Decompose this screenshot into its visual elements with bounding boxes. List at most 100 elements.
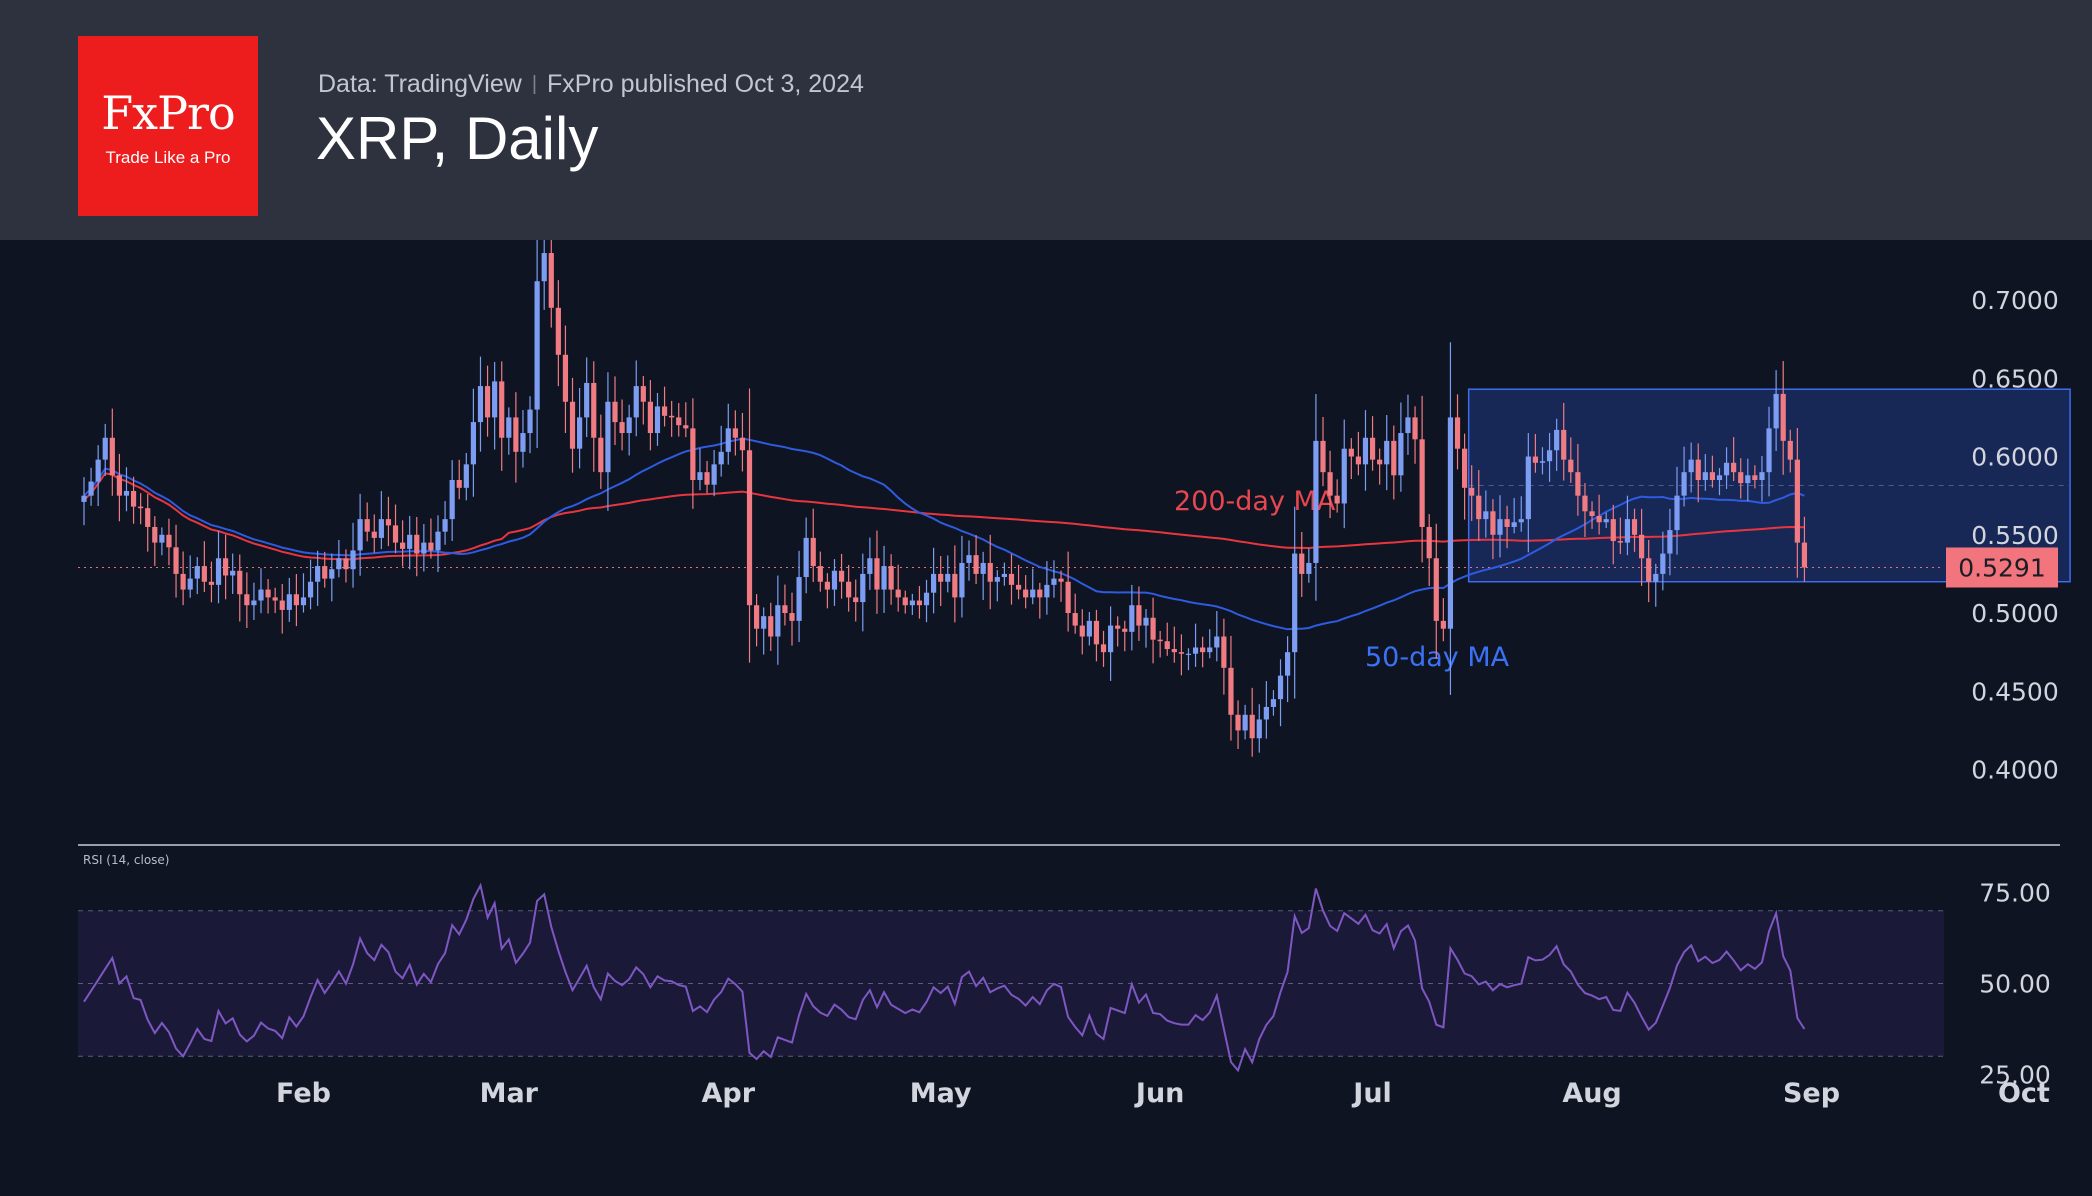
candle: [775, 575, 781, 665]
candle-body: [1115, 625, 1121, 629]
candle-body: [230, 570, 236, 576]
candle: [1334, 479, 1340, 513]
candle: [1681, 446, 1687, 507]
candle-body: [1200, 647, 1206, 653]
candle: [803, 517, 809, 594]
candle: [846, 564, 852, 612]
x-tick-label: Sep: [1783, 1078, 1840, 1109]
candle-body: [598, 437, 604, 473]
candle-body: [1178, 652, 1184, 654]
candle: [916, 586, 923, 619]
candle-body: [640, 386, 646, 402]
candle-body: [1334, 495, 1340, 504]
candle: [569, 377, 576, 473]
candle-body: [463, 464, 469, 488]
candle-body: [938, 573, 944, 582]
candle-body: [1518, 519, 1524, 523]
candle-body: [88, 481, 94, 496]
candle: [1072, 593, 1078, 634]
candle-body: [732, 428, 738, 438]
candle: [1299, 532, 1305, 597]
candle-body: [237, 570, 243, 595]
candle: [95, 445, 101, 507]
candle-body: [322, 566, 328, 579]
candle-body: [1610, 519, 1616, 542]
candle: [966, 540, 972, 581]
candle-body: [293, 594, 299, 606]
fxpro-logo[interactable]: FxPro Trade Like a Pro: [78, 36, 258, 216]
candle-body: [1086, 620, 1092, 637]
candle: [555, 280, 561, 387]
candle: [307, 559, 314, 610]
candle-body: [400, 542, 406, 549]
candle-body: [1440, 620, 1446, 629]
candle-body: [1639, 534, 1645, 559]
candle-body: [357, 519, 363, 551]
candle: [1646, 540, 1652, 603]
candle: [1086, 611, 1092, 646]
candle-body: [846, 581, 852, 598]
candle: [1596, 494, 1602, 535]
candle: [739, 412, 746, 472]
candle-body: [739, 437, 746, 451]
candle-body: [973, 555, 979, 574]
candle-body: [1129, 605, 1135, 632]
candle-body: [442, 519, 448, 532]
candle-body: [208, 581, 215, 585]
candle-body: [286, 594, 292, 610]
candle: [1759, 456, 1765, 502]
candle: [718, 425, 724, 477]
x-tick-label: Jun: [1134, 1078, 1185, 1109]
candle-body: [1738, 472, 1744, 484]
candle: [293, 574, 299, 627]
candle: [414, 516, 420, 577]
candle-body: [215, 558, 222, 585]
candle: [1192, 623, 1199, 667]
candle: [1568, 437, 1574, 483]
candle-body: [1447, 417, 1454, 629]
candle-body: [1249, 714, 1255, 739]
candle: [952, 545, 958, 623]
candle-body: [187, 578, 193, 590]
candle-body: [555, 307, 561, 355]
candle-body: [1044, 584, 1050, 598]
candle-body: [272, 597, 278, 601]
candle-body: [1617, 541, 1623, 543]
candle: [1490, 499, 1496, 560]
candle: [824, 573, 830, 609]
candle-body: [902, 597, 908, 606]
candle: [102, 423, 108, 476]
candle: [980, 551, 986, 600]
candle: [938, 555, 944, 607]
candle-body: [1780, 393, 1786, 441]
candle-body: [336, 558, 342, 570]
candle: [1653, 563, 1659, 607]
candle-body: [1462, 448, 1468, 488]
x-tick-label: Feb: [276, 1078, 331, 1109]
candle: [109, 408, 115, 496]
candle-body: [1398, 433, 1404, 476]
candle-body: [824, 581, 830, 590]
y-tick-label: 0.6000: [1971, 443, 2058, 472]
candle-body: [492, 381, 498, 418]
candle: [1610, 504, 1616, 565]
candle: [761, 607, 767, 655]
candle-body: [421, 542, 427, 554]
candle-body: [456, 480, 462, 488]
candle: [1030, 568, 1036, 605]
candle: [796, 550, 802, 643]
separator: |: [531, 73, 538, 95]
candle-body: [853, 597, 859, 603]
candle-body: [1185, 653, 1192, 655]
candle-body: [1702, 472, 1708, 480]
candle: [449, 460, 455, 541]
candle-body: [881, 566, 887, 590]
candle-body: [1476, 495, 1482, 520]
candle: [1214, 611, 1220, 662]
candle: [562, 325, 569, 434]
candle: [194, 557, 200, 595]
candle: [605, 372, 611, 511]
candle: [1483, 490, 1489, 538]
candle-body: [654, 406, 661, 434]
